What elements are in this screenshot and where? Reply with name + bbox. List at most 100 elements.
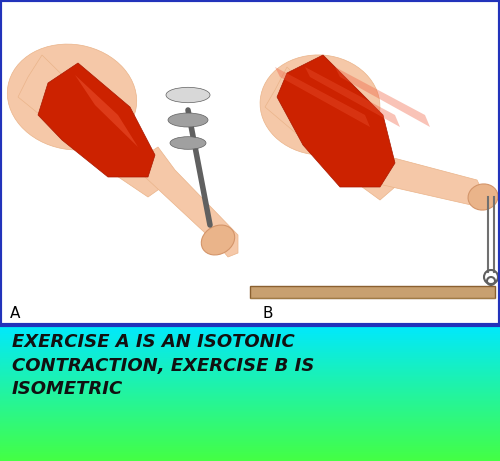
Polygon shape (265, 67, 395, 200)
Bar (0, 417, 500, 418)
Bar (0, 441, 500, 442)
Bar (0, 338, 500, 339)
Bar (0, 331, 500, 332)
Bar (0, 421, 500, 422)
Bar (0, 449, 500, 450)
Bar (0, 445, 500, 446)
Bar (0, 419, 500, 420)
Bar (0, 355, 500, 356)
Bar (0, 329, 500, 330)
Bar (0, 345, 500, 346)
Bar (0, 356, 500, 357)
Bar (0, 377, 500, 378)
Bar (0, 358, 500, 359)
Ellipse shape (166, 87, 210, 103)
Bar (0, 438, 500, 439)
Bar (0, 382, 500, 383)
Bar (0, 374, 500, 375)
Bar (0, 379, 500, 380)
Bar (0, 385, 500, 386)
Polygon shape (275, 67, 370, 127)
Polygon shape (305, 67, 400, 127)
Bar (0, 446, 500, 447)
Bar (0, 325, 500, 326)
Bar (0, 351, 500, 352)
Bar (0, 424, 500, 425)
Bar (0, 336, 500, 337)
Bar (0, 447, 500, 448)
Bar (0, 334, 500, 335)
Bar (0, 339, 500, 340)
Bar (0, 453, 500, 454)
Bar (0, 391, 500, 392)
Polygon shape (373, 157, 487, 207)
Polygon shape (75, 75, 138, 147)
Bar (0, 387, 500, 388)
Bar (0, 357, 500, 358)
Polygon shape (138, 147, 238, 257)
Bar (0, 451, 500, 452)
Bar (0, 452, 500, 453)
Bar (0, 359, 500, 360)
Bar (0, 395, 500, 396)
Bar (0, 433, 500, 434)
Bar (0, 380, 500, 381)
Bar (0, 389, 500, 390)
Bar (0, 407, 500, 408)
Bar (0, 392, 500, 393)
Bar (0, 326, 500, 327)
Bar (0, 348, 500, 349)
Bar (0, 439, 500, 440)
Bar (0, 444, 500, 445)
Bar (0, 365, 500, 366)
Bar (0, 343, 500, 344)
Ellipse shape (260, 55, 380, 155)
Bar (0, 416, 500, 417)
Bar (0, 413, 500, 414)
Bar (0, 342, 500, 343)
Bar (0, 432, 500, 433)
Bar (0, 444, 500, 445)
Bar (0, 436, 500, 437)
Text: A: A (10, 306, 20, 321)
Ellipse shape (202, 225, 234, 255)
Bar (0, 405, 500, 406)
Bar (0, 337, 500, 338)
Bar (0, 368, 500, 369)
Bar (0, 460, 500, 461)
Bar (0, 428, 500, 429)
Bar (0, 419, 500, 420)
Bar (0, 330, 500, 331)
Bar (0, 411, 500, 412)
Bar (0, 426, 500, 427)
Bar (0, 353, 500, 354)
Bar (0, 333, 500, 334)
Bar (0, 363, 500, 364)
Bar (250, 286, 495, 298)
Bar (0, 378, 500, 379)
Bar (0, 361, 500, 362)
Bar (0, 414, 500, 415)
Bar (0, 0, 500, 325)
Bar (0, 446, 500, 447)
Ellipse shape (170, 137, 206, 149)
Bar (0, 410, 500, 411)
Bar (0, 390, 500, 391)
Bar (0, 332, 500, 333)
Bar (0, 448, 500, 449)
Bar (0, 425, 500, 426)
Bar (0, 458, 500, 459)
Bar (0, 362, 500, 363)
Bar (0, 397, 500, 398)
Bar (0, 409, 500, 410)
Bar (0, 337, 500, 338)
Bar (0, 327, 500, 328)
Bar (0, 430, 500, 431)
Bar (0, 440, 500, 441)
Bar (0, 401, 500, 402)
Bar (0, 427, 500, 428)
Polygon shape (277, 55, 395, 187)
Polygon shape (38, 63, 155, 177)
Bar (0, 363, 500, 364)
Bar (0, 450, 500, 451)
